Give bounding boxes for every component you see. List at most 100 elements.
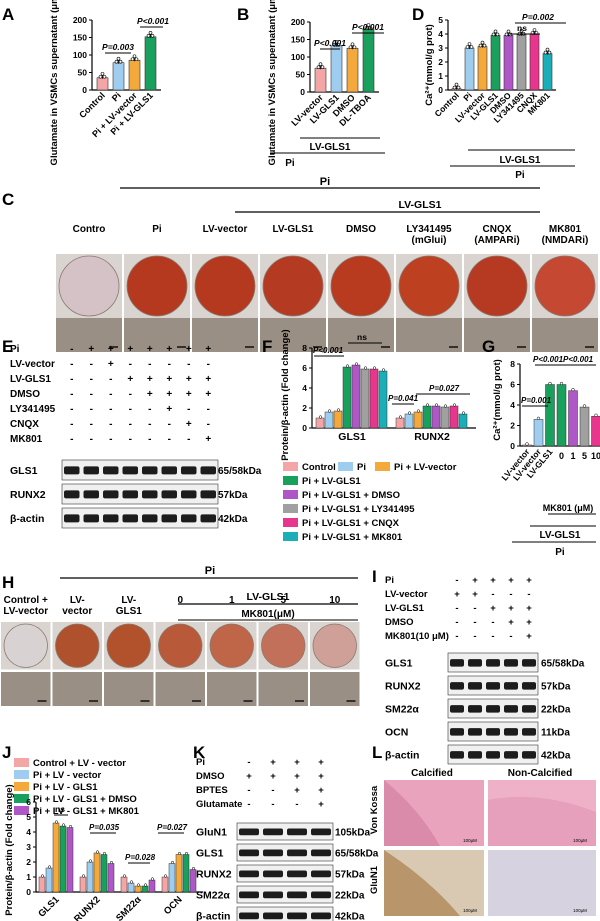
panel-l-calcified: Calcified — [411, 768, 453, 779]
panel-a-p2: P<0.001 — [137, 16, 169, 26]
condition-label: LV-GLS1 — [273, 224, 314, 235]
condition-label: Control + — [4, 595, 48, 606]
data-point — [81, 874, 86, 878]
data-point — [320, 65, 325, 69]
condition-sign: - — [509, 589, 512, 600]
condition-sign: - — [168, 359, 171, 370]
bar — [458, 413, 468, 429]
panel-e: E Pi - + + + + + + + LV-vector - - + - - - - - LV-GLS1 - - - +… — [2, 337, 262, 529]
bar — [120, 876, 128, 893]
condition-sign: + — [127, 344, 133, 355]
data-point — [336, 42, 341, 47]
y-tick-label: 8 — [510, 359, 515, 369]
blot-kda-label: 42kDa — [335, 912, 365, 921]
condition-sign: - — [70, 389, 73, 400]
blot-band — [486, 705, 500, 713]
y-tick-label: 5 — [26, 812, 31, 822]
data-point — [482, 43, 487, 48]
culture-well — [261, 623, 306, 668]
y-tick-label: 6 — [302, 363, 307, 373]
condition-row-label: Pi — [385, 575, 394, 586]
condition-sign: - — [70, 374, 73, 385]
blot-band — [468, 705, 482, 713]
y-tick-label: 150 — [73, 33, 87, 43]
panel-j-label: J — [2, 743, 11, 762]
legend-entry: Pi + LV - GLS1 — [33, 782, 98, 793]
y-tick-label: 4 — [510, 400, 515, 410]
condition-sign: + — [205, 344, 211, 355]
bar — [128, 59, 141, 91]
condition-sign: + — [205, 389, 211, 400]
blot-band — [83, 490, 99, 499]
blot-band — [287, 828, 307, 836]
blot-band — [522, 705, 536, 713]
condition-sign: - — [207, 404, 210, 415]
culture-well — [3, 623, 48, 668]
panel-d-group1: LV-GLS1 — [500, 155, 541, 166]
data-point — [88, 859, 93, 863]
bar — [404, 413, 414, 429]
data-point — [434, 403, 439, 407]
panel-l: L Calcified Non-Calcified Von Kossa GluN… — [369, 743, 596, 916]
condition-label: LV- — [121, 595, 136, 606]
blot-band — [200, 466, 216, 475]
condition-label: GLS1 — [116, 606, 143, 617]
legend-swatch — [14, 758, 29, 767]
bar — [182, 854, 190, 893]
blot-band — [64, 514, 80, 523]
condition-sign: + — [166, 404, 172, 415]
panel-j-ns: ns — [55, 804, 65, 814]
blot-band — [468, 682, 482, 690]
blot-kda-label: 65/58kDa — [335, 849, 379, 860]
panel-l-row1: Von Kossa — [369, 785, 380, 834]
data-point — [456, 85, 461, 90]
blot-kda-label: 65/58kDa — [218, 466, 262, 477]
blot-protein-label: RUNX2 — [385, 681, 421, 693]
data-point — [559, 381, 564, 386]
culture-well — [312, 623, 357, 668]
condition-sign: + — [147, 344, 153, 355]
panel-d-p1: P=0.002 — [522, 12, 554, 22]
bar — [52, 822, 60, 893]
data-point — [350, 42, 355, 47]
panel-h-label: H — [2, 573, 14, 592]
y-tick-label: 0 — [510, 441, 515, 451]
data-point — [478, 43, 483, 48]
condition-sign: - — [90, 389, 93, 400]
condition-sign: + — [294, 785, 300, 796]
bar — [591, 416, 600, 447]
panel-g-ylabel: Ca²⁺(mmol/g prot) — [492, 359, 503, 441]
data-point — [184, 851, 189, 856]
y-tick-label: 50 — [296, 70, 306, 80]
blot-band — [181, 514, 197, 523]
condition-sign: - — [247, 757, 250, 768]
data-point — [150, 33, 155, 38]
condition-sign: + — [472, 575, 478, 586]
condition-row-label: LV-GLS1 — [10, 374, 51, 385]
condition-sign: - — [148, 434, 151, 445]
condition-row-label: LV-GLS1 — [385, 603, 425, 614]
panel-c-wells: Contro Pi LV-vector LV-GLS1 DMSO LY341495(mGl… — [56, 224, 598, 352]
legend-entry: Pi + LV-GLS1 + MK801 — [302, 532, 403, 543]
panel-g-p1: P=0.001 — [521, 396, 552, 405]
y-tick-label: 100 — [291, 52, 305, 62]
condition-sign: - — [455, 575, 458, 586]
panel-f-p3: P=0.027 — [429, 384, 460, 393]
bar — [545, 384, 555, 447]
panel-f-p1: P<0.001 — [313, 346, 344, 355]
data-point — [582, 404, 587, 408]
blot-band — [263, 912, 283, 920]
y-tick-label: 200 — [291, 17, 305, 27]
blot-band — [468, 659, 482, 667]
data-point — [336, 408, 341, 412]
data-point — [102, 851, 107, 856]
bar — [112, 62, 125, 91]
blot-band — [311, 912, 331, 920]
condition-label: MK801 — [549, 224, 582, 235]
legend-swatch — [14, 782, 29, 791]
bar — [38, 876, 46, 893]
blot-band — [263, 870, 283, 878]
data-point — [177, 851, 182, 856]
blot-band — [83, 514, 99, 523]
y-tick-label: 2 — [438, 57, 443, 67]
